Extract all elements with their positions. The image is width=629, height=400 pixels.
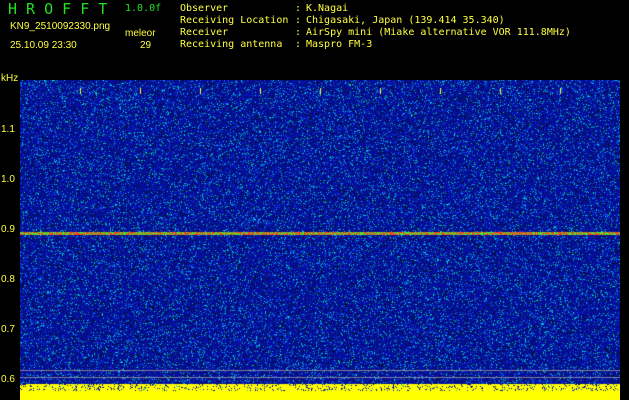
mode-label: meleor <box>125 28 156 39</box>
info-colon: : <box>295 27 302 38</box>
info-label: Observer <box>180 3 229 14</box>
y-tick-label: 0.7 <box>1 324 15 335</box>
y-tick-label: 0.9 <box>1 224 15 235</box>
app-version: 1.0.0f <box>125 3 162 14</box>
y-tick-label: 1.0 <box>1 174 15 185</box>
info-colon: : <box>295 39 302 50</box>
info-value: Maspro FM-3 <box>306 39 373 50</box>
y-tick-label: 0.8 <box>1 274 15 285</box>
app-title: H R O F F T <box>8 0 108 18</box>
y-tick-label: 1.1 <box>1 124 15 135</box>
info-colon: : <box>295 3 302 14</box>
info-label: Receiving Location <box>180 15 289 26</box>
info-label: Receiver <box>180 27 229 38</box>
spectrogram <box>20 80 620 400</box>
info-label: Receiving antenna <box>180 39 283 50</box>
datetime: 25.10.09 23:30 <box>10 40 77 51</box>
info-value: K.Nagai <box>306 3 349 14</box>
meteor-count: 29 <box>140 40 152 51</box>
y-axis-unit: kHz <box>1 73 19 84</box>
info-value: Chigasaki, Japan (139.414 35.340) <box>306 15 505 26</box>
filename: KN9_2510092330.png <box>10 21 111 32</box>
info-colon: : <box>295 15 302 26</box>
info-value: AirSpy mini (Miake alternative VOR 111.8… <box>306 27 571 38</box>
y-tick-label: 0.6 <box>1 374 15 385</box>
